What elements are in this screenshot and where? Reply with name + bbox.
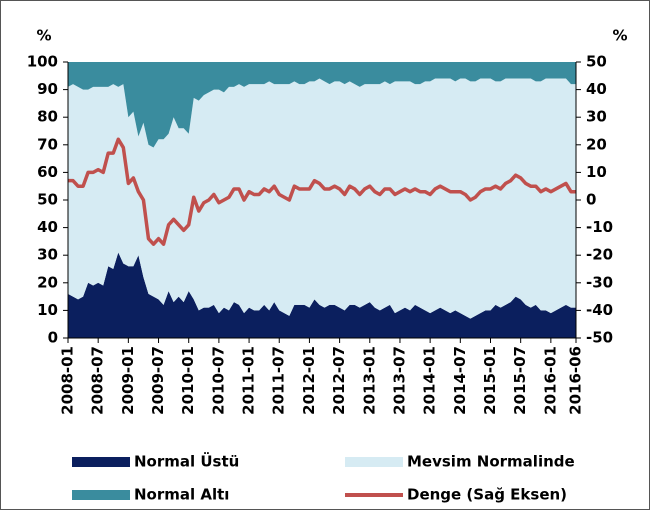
y-tick-label: 90 <box>37 80 58 98</box>
legend-label: Normal Üstü <box>134 452 239 471</box>
x-tick-label: 2015-07 <box>511 346 529 415</box>
x-tick-label: 2011-07 <box>270 346 288 415</box>
x-tick-label: 2009-01 <box>119 346 137 415</box>
line <box>68 137 576 246</box>
x-tick-label: 2012-07 <box>330 346 348 415</box>
y-tick-label: 0 <box>48 329 58 347</box>
y-tick-label: 100 <box>27 53 58 71</box>
y2-tick-label: -10 <box>586 218 613 236</box>
legend-swatch <box>72 457 130 467</box>
x-tick-label: 2014-01 <box>421 346 439 415</box>
y-tick-label: 60 <box>37 163 58 181</box>
area <box>68 252 576 338</box>
x-tick-label: 2010-01 <box>179 346 197 415</box>
x-tick-label: 2013-01 <box>360 346 378 415</box>
y2-tick-label: 20 <box>586 135 607 153</box>
y2-tick-label: 40 <box>586 80 607 98</box>
y2-tick-label: -30 <box>586 273 613 291</box>
x-tick-label: 2008-07 <box>89 346 107 415</box>
x-tick-label: 2016-01 <box>541 346 559 415</box>
y-tick-label: 10 <box>37 301 58 319</box>
y2-tick-label: 10 <box>586 163 607 181</box>
x-tick-label: 2011-01 <box>240 346 258 415</box>
x-tick-label: 2010-07 <box>209 346 227 415</box>
legend-label: Mevsim Normalinde <box>407 453 575 471</box>
legend-swatch <box>345 457 403 467</box>
y2-tick-label: -20 <box>586 246 613 264</box>
y-tick-label: 20 <box>37 273 58 291</box>
y-unit: % <box>36 27 51 45</box>
y2-tick-label: 0 <box>586 191 596 209</box>
y-tick-label: 40 <box>37 218 58 236</box>
y2-tick-label: -40 <box>586 301 613 319</box>
x-tick-label: 2009-07 <box>149 346 167 415</box>
x-tick-label: 2013-07 <box>390 346 408 415</box>
x-tick-label: 2012-01 <box>300 346 318 415</box>
area <box>68 78 576 319</box>
legend-label: Normal Altı <box>134 486 229 504</box>
y-tick-label: 30 <box>37 246 58 264</box>
y2-tick-label: 50 <box>586 53 607 71</box>
legend-swatch <box>72 490 130 500</box>
y-tick-label: 70 <box>37 135 58 153</box>
y-tick-label: 50 <box>37 191 58 209</box>
legend-label: Denge (Sağ Eksen) <box>407 486 567 504</box>
x-tick-label: 2008-01 <box>59 346 77 415</box>
x-tick-label: 2014-07 <box>451 346 469 415</box>
y2-tick-label: -50 <box>586 329 613 347</box>
x-tick-label: 2016-06 <box>567 346 585 415</box>
y-tick-label: 80 <box>37 108 58 126</box>
x-tick-label: 2015-01 <box>481 346 499 415</box>
y2-unit: % <box>612 27 627 45</box>
area <box>68 62 576 148</box>
y2-tick-label: 30 <box>586 108 607 126</box>
